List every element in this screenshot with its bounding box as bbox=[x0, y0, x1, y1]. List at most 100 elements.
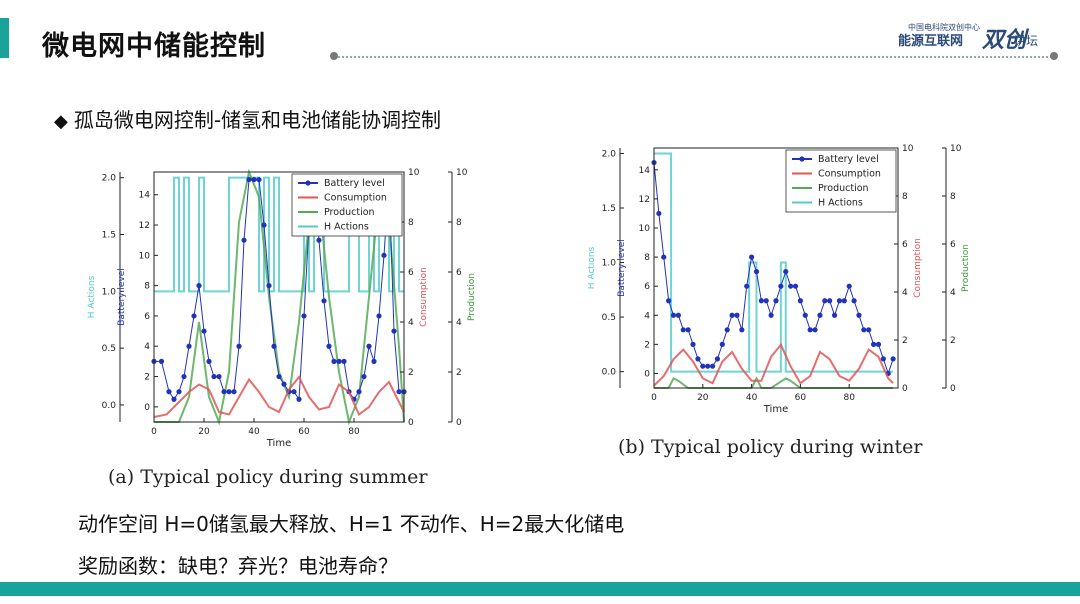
battery-point bbox=[316, 237, 322, 243]
battery-point bbox=[181, 373, 187, 380]
battery-point bbox=[836, 298, 843, 304]
battery-point bbox=[822, 298, 828, 304]
y-tick-label: 14 bbox=[639, 166, 651, 176]
battery-point bbox=[792, 283, 799, 289]
y-tick-label: 8 bbox=[456, 218, 462, 228]
legend-label: Consumption bbox=[818, 169, 881, 180]
battery-point bbox=[301, 313, 307, 319]
battery-point bbox=[271, 343, 277, 349]
logo-big-text: 双创 bbox=[982, 28, 1027, 53]
legend-label: H Actions bbox=[324, 222, 369, 233]
battery-point bbox=[700, 363, 706, 369]
battery-point bbox=[186, 343, 192, 349]
battery-point bbox=[321, 298, 327, 304]
battery-point bbox=[827, 298, 833, 304]
battery-point bbox=[296, 396, 302, 402]
battery-point bbox=[866, 327, 872, 333]
battery-point bbox=[231, 389, 237, 395]
winter-caption: (b) Typical policy during winter bbox=[618, 436, 923, 458]
battery-point bbox=[788, 283, 794, 289]
title-dotted-rule bbox=[334, 56, 1052, 58]
x-tick-label: 80 bbox=[843, 393, 855, 403]
y-tick-label: 0 bbox=[902, 384, 908, 394]
axis-label-production: Production bbox=[467, 273, 477, 321]
y-tick-label: 1.0 bbox=[102, 287, 117, 297]
series-line-battery-level bbox=[154, 179, 404, 401]
y-tick-label: 4 bbox=[644, 311, 650, 321]
battery-point bbox=[211, 373, 217, 380]
battery-point bbox=[281, 381, 287, 387]
battery-point bbox=[206, 358, 212, 364]
axis-label-battery-level: Battery level bbox=[117, 268, 127, 326]
battery-point bbox=[856, 312, 862, 318]
battery-point bbox=[226, 389, 232, 395]
y-tick-label: 0 bbox=[456, 418, 462, 428]
y-tick-label: 4 bbox=[950, 288, 956, 298]
battery-point bbox=[291, 389, 297, 395]
series-line-production bbox=[154, 168, 405, 426]
logo-tail-text: 讲坛 bbox=[1014, 34, 1039, 48]
y-tick-label: 0.5 bbox=[602, 313, 616, 323]
y-tick-label: 2 bbox=[456, 368, 462, 378]
axis-label-h-actions: H Actions bbox=[588, 246, 597, 289]
battery-point bbox=[261, 222, 267, 228]
y-tick-label: 4 bbox=[902, 288, 908, 298]
battery-point bbox=[276, 373, 282, 380]
rule-dot-right bbox=[1050, 52, 1058, 60]
x-tick-label: 0 bbox=[651, 393, 657, 403]
y-tick-label: 10 bbox=[639, 224, 651, 234]
battery-point bbox=[802, 312, 808, 318]
x-tick-label: 0 bbox=[151, 427, 157, 437]
battery-point bbox=[758, 298, 764, 304]
legend-label: Consumption bbox=[324, 193, 387, 204]
battery-point bbox=[191, 313, 197, 319]
y-tick-label: 0.0 bbox=[102, 401, 117, 411]
y-tick-label: 6 bbox=[950, 240, 956, 250]
y-tick-label: 12 bbox=[639, 195, 650, 205]
series-line-production bbox=[654, 376, 894, 389]
axis-label-consumption: Consumption bbox=[419, 267, 429, 327]
action-space-text: 动作空间 H=0储氢最大释放、H=1 不动作、H=2最大化储电 bbox=[78, 512, 625, 536]
y-tick-label: 2 bbox=[950, 336, 956, 346]
bullet-heading: ◆ 孤岛微电网控制-储氢和电池储能协调控制 bbox=[54, 104, 441, 133]
y-tick-label: 8 bbox=[408, 218, 414, 228]
battery-point bbox=[768, 312, 774, 318]
y-tick-label: 2 bbox=[644, 340, 650, 350]
battery-point bbox=[236, 343, 242, 349]
summer-caption: (a) Typical policy during summer bbox=[108, 466, 428, 488]
battery-point bbox=[739, 327, 745, 333]
series-line-consumption bbox=[153, 375, 405, 418]
battery-point bbox=[861, 327, 867, 333]
y-tick-label: 10 bbox=[139, 251, 151, 261]
axis-label-battery-level: Battery level bbox=[617, 239, 627, 297]
y-tick-label: 0 bbox=[950, 384, 956, 394]
bullet-text: 孤岛微电网控制-储氢和电池储能协调控制 bbox=[73, 108, 442, 132]
title-accent-bar bbox=[0, 18, 9, 58]
x-tick-label: 20 bbox=[697, 393, 709, 403]
battery-point bbox=[680, 327, 686, 333]
battery-point bbox=[166, 389, 172, 395]
battery-point bbox=[749, 254, 755, 260]
battery-point bbox=[705, 363, 711, 369]
battery-point bbox=[709, 363, 716, 369]
y-tick-label: 10 bbox=[902, 144, 914, 154]
battery-point bbox=[381, 252, 387, 258]
y-tick-label: 8 bbox=[644, 253, 650, 263]
battery-point bbox=[221, 389, 227, 395]
legend-label: Production bbox=[818, 183, 869, 194]
battery-point bbox=[336, 358, 342, 364]
battery-point bbox=[201, 328, 207, 334]
axis-label-h-actions: H Actions bbox=[87, 275, 97, 318]
battery-point bbox=[361, 373, 367, 380]
battery-point bbox=[241, 237, 247, 243]
battery-point bbox=[396, 389, 402, 395]
y-tick-label: 2.0 bbox=[602, 149, 617, 159]
battery-point bbox=[331, 358, 337, 364]
battery-point bbox=[797, 298, 803, 304]
battery-point bbox=[875, 341, 882, 347]
battery-point bbox=[158, 358, 165, 364]
battery-point bbox=[391, 328, 397, 334]
battery-point bbox=[171, 396, 177, 402]
y-tick-label: 0 bbox=[144, 403, 150, 413]
